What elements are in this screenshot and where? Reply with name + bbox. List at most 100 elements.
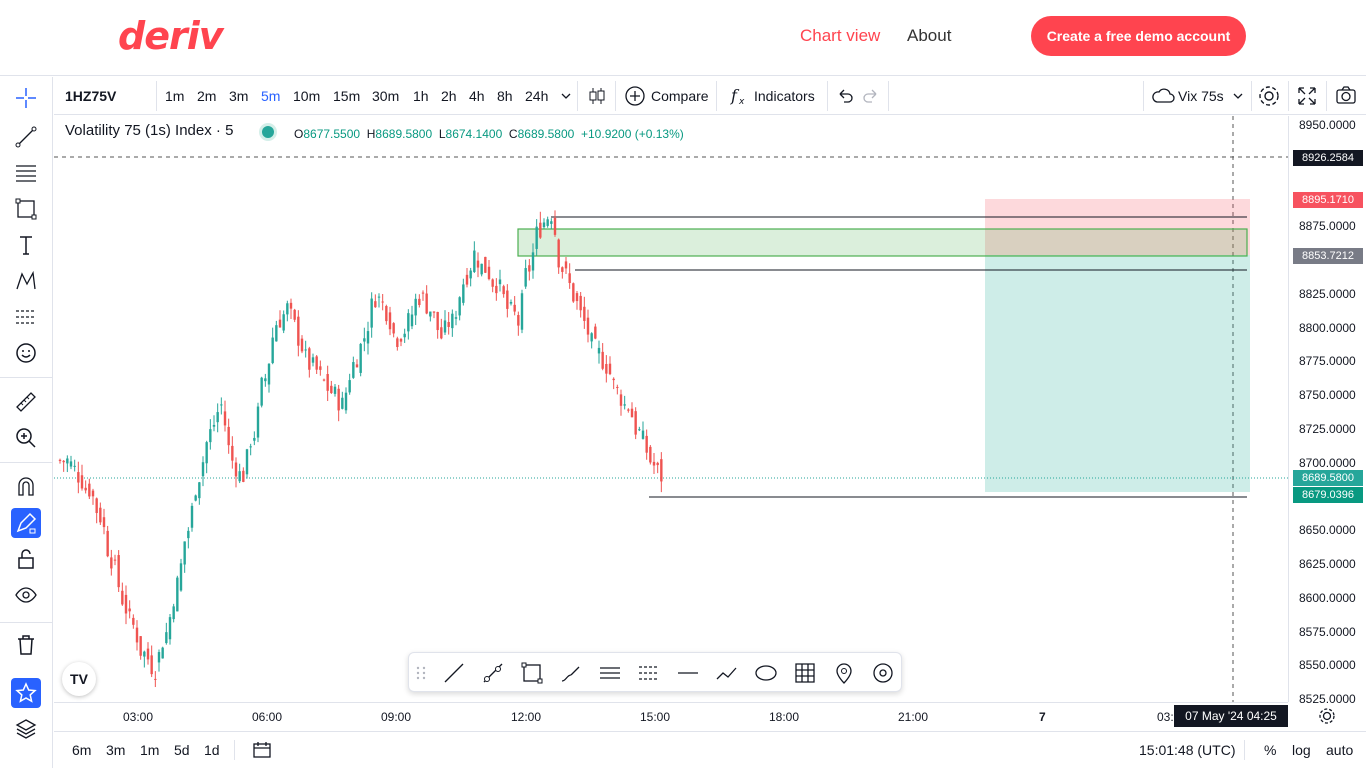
path-tool-icon[interactable] — [712, 658, 742, 688]
range-3m[interactable]: 3m — [106, 742, 126, 758]
candle-body — [590, 333, 593, 342]
candle-body — [388, 312, 392, 330]
object-tree-icon[interactable] — [11, 714, 41, 744]
axis-settings-gear-icon[interactable] — [1316, 705, 1338, 732]
compare-button[interactable]: Compare — [651, 88, 709, 104]
pattern-icon[interactable] — [11, 266, 41, 296]
eye-icon[interactable] — [11, 580, 41, 610]
interval-1h[interactable]: 1h — [413, 88, 429, 104]
symbol-chevron-down-icon[interactable] — [1232, 77, 1244, 115]
fib-tool-icon[interactable] — [595, 658, 625, 688]
nav-chart-view[interactable]: Chart view — [800, 26, 881, 45]
interval-15m[interactable]: 15m — [333, 88, 361, 104]
utc-clock[interactable]: 15:01:48 (UTC) — [1139, 742, 1236, 758]
crosshair-price-tag: 8926.2584 — [1293, 150, 1363, 166]
prediction-icon[interactable] — [11, 302, 41, 332]
magnet-icon[interactable] — [11, 472, 41, 502]
line-tool-icon[interactable] — [439, 658, 469, 688]
candle-body — [572, 283, 575, 302]
candle-body — [605, 364, 608, 374]
rectangle-icon[interactable] — [11, 194, 41, 224]
zoom-in-icon[interactable] — [11, 423, 41, 453]
symbol-search[interactable]: 1HZ75V — [65, 88, 117, 104]
channel-tool-icon[interactable] — [634, 658, 664, 688]
cloud-icon[interactable] — [1150, 77, 1176, 115]
ellipse-tool-icon[interactable] — [751, 658, 781, 688]
interval-dropdown-chevron-down-icon[interactable] — [560, 77, 572, 115]
candle-body — [223, 411, 227, 426]
interval-5m[interactable]: 5m — [261, 88, 281, 104]
horizontal-line-tool-icon[interactable] — [673, 658, 703, 688]
entry-price-tag: 8853.7212 — [1293, 248, 1363, 264]
screenshot-camera-icon[interactable] — [1335, 77, 1357, 115]
interval-1m[interactable]: 1m — [165, 88, 185, 104]
interval-24h[interactable]: 24h — [525, 88, 549, 104]
candle-body — [645, 435, 648, 453]
candle-body — [190, 505, 194, 528]
favorites-star-icon[interactable] — [11, 678, 41, 708]
emoji-icon[interactable] — [11, 338, 41, 368]
interval-30m[interactable]: 30m — [372, 88, 400, 104]
symbol-select[interactable]: Vix 75s — [1178, 88, 1224, 104]
candle-body — [124, 594, 128, 614]
trend-line-icon[interactable] — [11, 122, 41, 152]
go-to-date-calendar-icon[interactable] — [252, 740, 272, 763]
candle-body — [355, 364, 359, 368]
range-1d[interactable]: 1d — [204, 742, 220, 758]
candles-icon[interactable] — [588, 77, 606, 115]
undo-icon[interactable] — [836, 77, 854, 115]
deriv-logo[interactable]: deriv — [118, 14, 224, 58]
ray-tool-icon[interactable] — [478, 658, 508, 688]
candle-body — [271, 337, 274, 364]
create-demo-account-button[interactable]: Create a free demo account — [1031, 16, 1246, 56]
time-axis[interactable]: 03:00 06:00 09:00 12:00 15:00 18:00 21:0… — [54, 702, 1288, 730]
percent-scale-toggle[interactable]: % — [1264, 742, 1277, 758]
indicators-button[interactable]: Indicators — [754, 88, 815, 104]
candle-body — [135, 627, 139, 643]
price-chart[interactable] — [54, 116, 1288, 702]
candle-body — [110, 557, 113, 569]
redo-icon[interactable] — [862, 77, 880, 115]
candle-body — [399, 338, 403, 342]
bottom-bar: 6m 3m 1m 5d 1d 15:01:48 (UTC) % log auto — [54, 731, 1366, 768]
trash-icon[interactable] — [11, 630, 41, 660]
grid-tool-icon[interactable] — [790, 658, 820, 688]
range-1m[interactable]: 1m — [140, 742, 160, 758]
interval-10m[interactable]: 10m — [293, 88, 321, 104]
compare-plus-icon[interactable] — [624, 77, 646, 115]
interval-2h[interactable]: 2h — [441, 88, 457, 104]
crosshair-icon[interactable] — [11, 83, 41, 113]
tradingview-logo[interactable]: TV — [62, 662, 96, 696]
candle-body — [462, 284, 465, 303]
target-tool-icon[interactable] — [868, 658, 898, 688]
text-icon[interactable] — [11, 230, 41, 260]
interval-4h[interactable]: 4h — [469, 88, 485, 104]
pin-tool-icon[interactable] — [829, 658, 859, 688]
nav-about[interactable]: About — [907, 26, 952, 45]
candle-body — [286, 303, 289, 315]
range-6m[interactable]: 6m — [72, 742, 92, 758]
candle-body — [139, 636, 142, 656]
interval-2m[interactable]: 2m — [197, 88, 217, 104]
settings-gear-icon[interactable] — [1257, 77, 1281, 115]
price-axis[interactable]: 8950.0000 8926.2584 8895.1710 8875.0000 … — [1288, 116, 1366, 706]
ruler-icon[interactable] — [11, 387, 41, 417]
candle-body — [601, 351, 604, 369]
drag-handle-icon[interactable] — [411, 658, 431, 688]
auto-scale-toggle[interactable]: auto — [1326, 742, 1354, 758]
fullscreen-icon[interactable] — [1297, 77, 1317, 115]
candle-body — [443, 320, 447, 333]
brush-tool-icon[interactable] — [556, 658, 586, 688]
interval-8h[interactable]: 8h — [497, 88, 513, 104]
stay-in-drawing-mode-icon[interactable] — [11, 508, 41, 538]
range-5d[interactable]: 5d — [174, 742, 190, 758]
lock-icon[interactable] — [11, 544, 41, 574]
ohlc-legend: O8677.5500 H8689.5800 L8674.1400 C8689.5… — [294, 127, 684, 141]
candle-body — [194, 495, 197, 501]
interval-3m[interactable]: 3m — [229, 88, 249, 104]
fib-retracement-icon[interactable] — [11, 158, 41, 188]
log-scale-toggle[interactable]: log — [1292, 742, 1311, 758]
rectangle-tool-icon[interactable] — [517, 658, 547, 688]
candle-body — [421, 292, 425, 294]
